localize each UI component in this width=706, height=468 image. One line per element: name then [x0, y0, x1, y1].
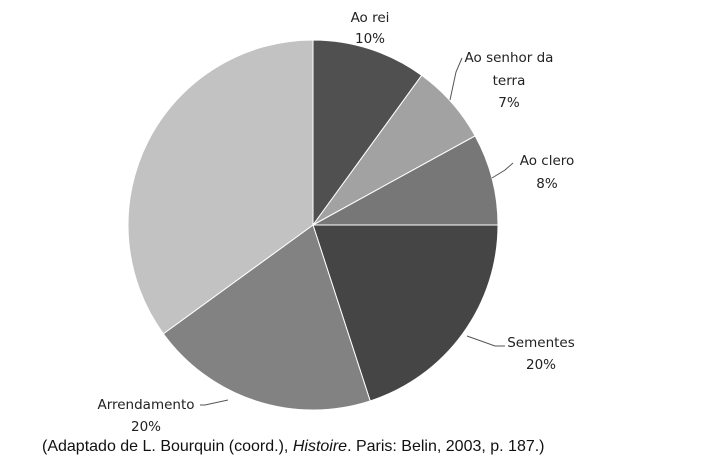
slice-value-label: 10% [355, 31, 385, 47]
slice-category-label: Ao senhor da [465, 50, 554, 66]
pie-slice-sementes [312, 224, 499, 402]
source-caption: (Adaptado de L. Bourquin (coord.), Histo… [42, 438, 545, 456]
slice-value-label: 20% [131, 419, 161, 435]
slice-value-label: 7% [498, 95, 520, 111]
leader-line [491, 162, 514, 179]
pie-slice-ao-clero [312, 135, 499, 226]
caption-suffix: . Paris: Belin, 2003, p. 187.) [347, 438, 545, 455]
pie-slice-arrendamento [162, 224, 371, 411]
caption-title: Histoire [292, 438, 348, 455]
slice-value-label: 8% [536, 176, 558, 192]
slice-value-label: 20% [526, 357, 556, 373]
slice-category-label: Sementes [507, 335, 575, 351]
pie-slice-ao-rei [312, 39, 423, 227]
pie-slice-unlabeled [127, 39, 314, 335]
leader-line [200, 399, 229, 406]
caption-prefix: (Adaptado de L. Bourquin (coord.), [42, 438, 293, 455]
slice-category-label: Arrendamento [97, 397, 194, 413]
slice-category-label: terra [493, 73, 526, 89]
leader-line [449, 57, 463, 101]
slice-category-label: Ao rei [351, 10, 390, 26]
slice-category-label: Ao clero [520, 153, 575, 169]
leader-line [466, 335, 505, 347]
